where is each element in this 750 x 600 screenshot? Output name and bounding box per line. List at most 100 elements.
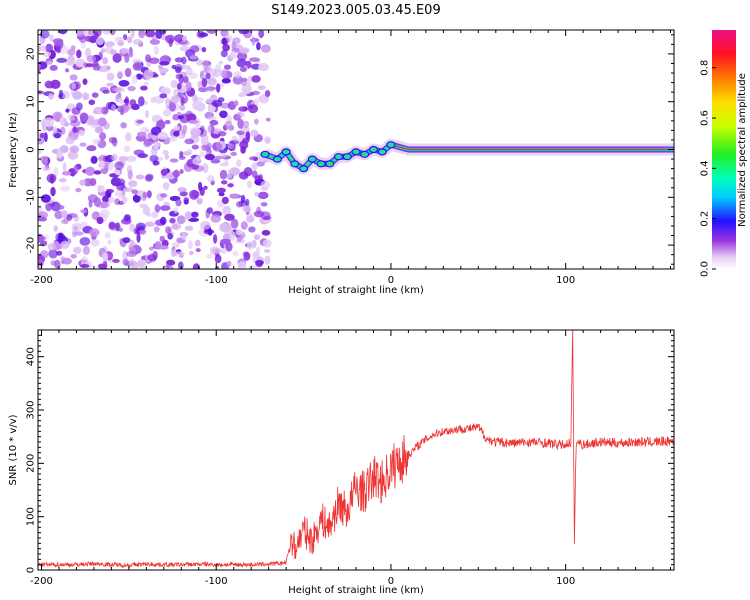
spectrogram-noise-blob — [160, 193, 168, 198]
signal-blob — [281, 148, 291, 156]
spectrogram-noise-blob — [99, 132, 107, 141]
spectrogram-noise-blob — [103, 122, 110, 130]
spectrogram-noise-blob — [38, 137, 45, 145]
snr-xlabel: Height of straight line (km) — [288, 585, 424, 596]
spectrogram-ytick-label: 10 — [26, 95, 37, 108]
spectrogram-noise-blob — [49, 64, 58, 71]
spectrogram-noise-blob — [114, 169, 121, 176]
spectrogram-noise-blob — [209, 119, 219, 126]
spectrogram-noise-blob — [173, 125, 180, 131]
spectrogram-noise-blob — [66, 214, 73, 221]
spectrogram-noise-blob — [122, 187, 134, 192]
spectrogram-noise-blob — [86, 119, 95, 126]
spectrogram-noise-blob — [128, 258, 135, 267]
spectrogram-noise-blob — [106, 82, 115, 87]
spectrogram-noise-blob — [135, 222, 146, 231]
spectrogram-noise-blob — [65, 59, 76, 66]
spectrogram-noise-blob — [73, 246, 82, 254]
spectrogram-noise-blob — [251, 36, 256, 46]
spectrogram-noise-blob — [137, 153, 148, 159]
spectrogram-noise-blob — [237, 261, 247, 269]
spectrogram-noise-blob — [86, 145, 97, 152]
spectrogram-noise-blob — [131, 189, 139, 195]
spectrogram-noise-blob — [151, 36, 157, 42]
spectrogram-noise-blob — [159, 55, 171, 65]
spectrogram-noise-blob — [123, 145, 131, 153]
spectrogram-noise-blob — [164, 154, 170, 160]
spectrogram-noise-blob — [256, 161, 266, 167]
colorbar: 0.0 0.2 0.4 0.6 0.8 Normalized spectral ampl… — [700, 30, 748, 277]
spectrogram-noise-blob — [191, 144, 199, 150]
spectrogram-noise-blob — [258, 30, 265, 39]
spectrogram-noise-blob — [212, 142, 223, 152]
spectrogram-noise-blob — [50, 186, 56, 197]
spectrogram-noise-blob — [108, 221, 116, 230]
spectrogram-noise-blob — [207, 125, 212, 134]
spectrogram-noise-blob — [132, 39, 143, 45]
spectrogram-noise-blob — [173, 169, 180, 178]
spectrogram-noise-blob — [211, 100, 223, 107]
spectrogram-noise-blob — [264, 255, 271, 265]
spectrogram-noise-blob — [102, 252, 109, 262]
spectrogram-noise-blob — [216, 83, 221, 93]
spectrogram-noise-blob — [161, 168, 169, 176]
spectrogram-noise-blob — [127, 85, 136, 92]
spectrogram-noise-blob — [88, 99, 96, 106]
spectrogram-noise-blob — [59, 185, 71, 192]
spectrogram-noise-blob — [194, 239, 201, 247]
spectrogram-noise-blob — [58, 178, 67, 183]
snr-xtick-label: 0 — [388, 576, 394, 587]
signal-blob — [333, 153, 344, 161]
spectrogram-noise-blob — [236, 130, 245, 135]
spectrogram-noise-blob — [124, 53, 130, 63]
spectrogram-noise-blob — [246, 180, 253, 189]
spectrogram-noise-blob — [185, 110, 193, 118]
spectrogram-noise-blob — [155, 30, 163, 39]
spectrogram-noise-blob — [135, 174, 145, 180]
spectrogram-noise-blob — [230, 218, 239, 229]
spectrogram-noise-blob — [246, 213, 254, 223]
spectrogram-noise-blob — [210, 159, 221, 164]
spectrogram-noise-blob — [191, 211, 199, 218]
spectrogram-noise-blob — [42, 159, 49, 166]
spectrogram-noise-blob — [126, 155, 137, 161]
spectrogram-noise-blob — [82, 246, 90, 255]
spectrogram-noise-blob — [85, 63, 94, 68]
spectrogram-noise-blob — [195, 59, 204, 66]
spectrogram-noise-blob — [114, 36, 125, 43]
spectrogram-noise-blob — [189, 55, 198, 60]
spectrogram-noise-blob — [192, 100, 201, 110]
spectrogram-noise-blob — [91, 92, 99, 98]
spectrogram-noise-blob — [142, 191, 148, 199]
spectrogram-noise-blob — [255, 260, 264, 265]
colorbar-label: Normalized spectral amplitude — [737, 73, 748, 227]
spectrogram-noise-blob — [110, 104, 116, 112]
spectrogram-noise-blob — [191, 128, 200, 139]
spectrogram-noise-blob — [222, 205, 232, 214]
spectrogram-ytick-label: -10 — [26, 189, 37, 205]
spectrogram-noise-blob — [138, 30, 146, 39]
spectrogram-noise-blob — [144, 221, 155, 227]
spectrogram-noise-blob — [169, 135, 178, 142]
spectrogram-noise-blob — [219, 102, 231, 109]
spectrogram-noise-blob — [60, 240, 70, 249]
spectrogram-noise-blob — [132, 194, 141, 203]
spectrogram-noise-blob — [176, 215, 186, 225]
spectrogram-noise-blob — [54, 210, 63, 220]
spectrogram-noise-blob — [71, 82, 77, 90]
spectrogram-noise-blob — [187, 240, 193, 250]
spectrogram-noise-blob — [75, 187, 82, 193]
spectrogram-noise-blob — [195, 248, 201, 253]
spectrogram-noise-blob — [240, 221, 248, 230]
spectrogram-noise-blob — [98, 51, 103, 60]
spectrogram-noise-blob — [146, 190, 152, 199]
spectrogram-noise-blob — [254, 175, 262, 183]
spectrogram-noise-blob — [130, 239, 135, 247]
spectrogram-noise-blob — [220, 222, 232, 232]
colorbar-tick-label: 0.2 — [700, 211, 711, 227]
spectrogram-noise-blob — [207, 116, 217, 121]
spectrogram-noise-blob — [38, 233, 45, 243]
spectrogram-noise-blob — [188, 217, 200, 222]
spectrogram-noise-blob — [111, 153, 118, 161]
spectrogram-noise-blob — [200, 137, 209, 146]
